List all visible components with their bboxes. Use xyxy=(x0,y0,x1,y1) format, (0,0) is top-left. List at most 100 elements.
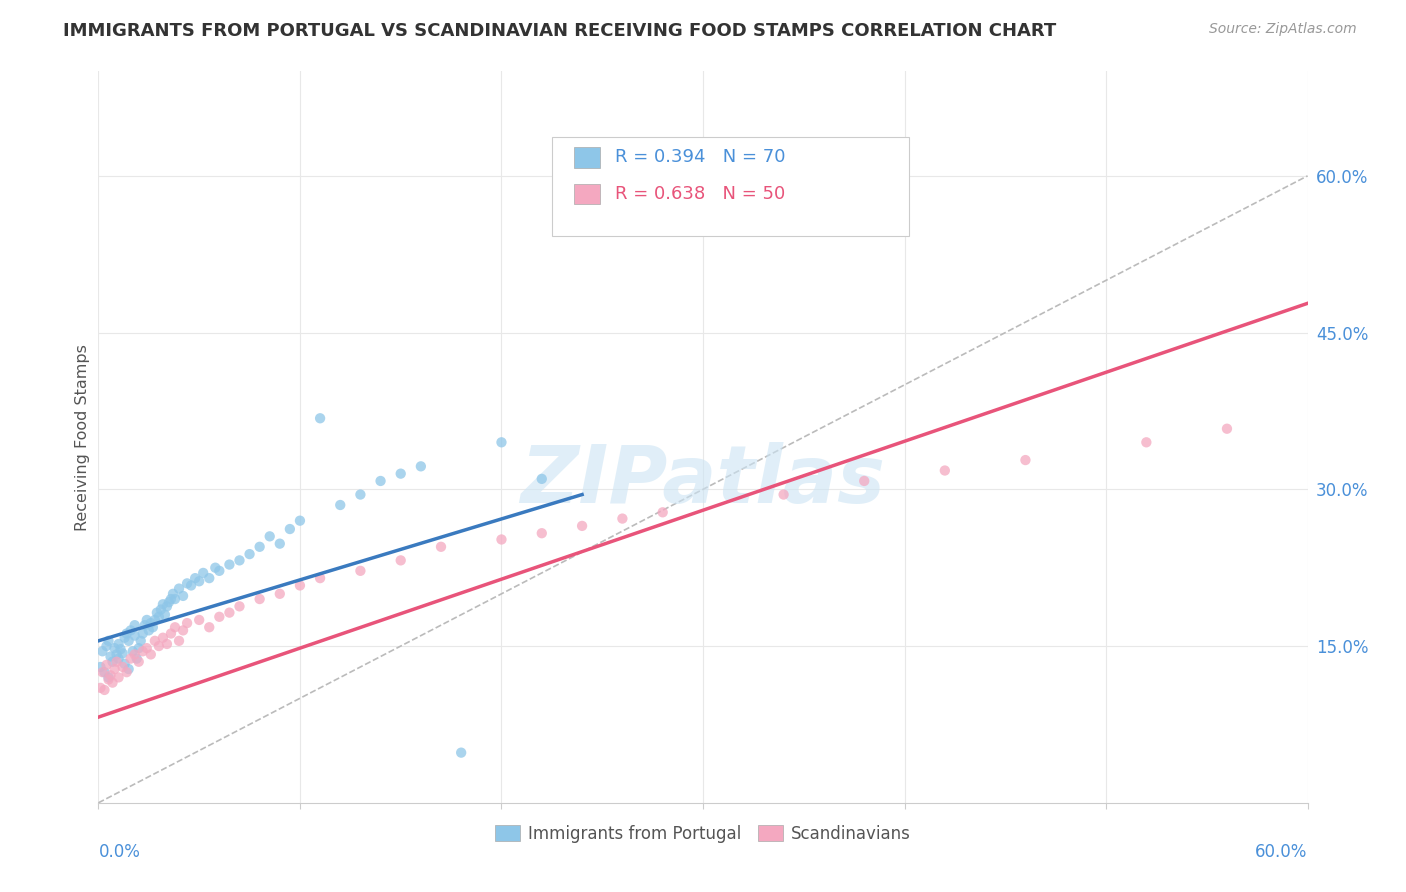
Point xyxy=(288,514,311,528)
Point xyxy=(93,665,115,680)
Point xyxy=(193,566,215,580)
Point xyxy=(134,618,156,632)
Point xyxy=(132,626,155,640)
Point xyxy=(160,626,183,640)
Point xyxy=(103,641,125,656)
Point xyxy=(101,675,124,690)
Point xyxy=(491,533,513,547)
Y-axis label: Receiving Food Stamps: Receiving Food Stamps xyxy=(75,343,90,531)
Point xyxy=(120,651,142,665)
Text: R = 0.394   N = 70: R = 0.394 N = 70 xyxy=(614,148,785,167)
Point xyxy=(115,626,138,640)
Point xyxy=(269,587,291,601)
Point xyxy=(184,571,207,585)
Point xyxy=(450,746,472,760)
Point xyxy=(249,592,271,607)
Point xyxy=(208,564,231,578)
Point xyxy=(176,616,198,631)
Point xyxy=(176,576,198,591)
Point xyxy=(228,553,250,567)
Text: R = 0.638   N = 50: R = 0.638 N = 50 xyxy=(614,185,785,203)
Point xyxy=(103,662,125,676)
Point xyxy=(239,547,262,561)
Point xyxy=(198,620,221,634)
Point xyxy=(152,631,174,645)
Point xyxy=(96,639,118,653)
Point xyxy=(139,616,162,631)
Point xyxy=(188,574,211,589)
Point xyxy=(139,648,162,662)
Point xyxy=(491,435,513,450)
Point xyxy=(288,578,311,592)
Point xyxy=(1216,422,1239,436)
Text: Source: ZipAtlas.com: Source: ZipAtlas.com xyxy=(1209,22,1357,37)
Point xyxy=(218,606,240,620)
Point xyxy=(530,472,553,486)
Point xyxy=(89,681,111,695)
Point xyxy=(389,467,412,481)
Point xyxy=(156,599,179,614)
Point xyxy=(107,651,129,665)
Point xyxy=(105,655,128,669)
Point xyxy=(115,665,138,680)
Point xyxy=(143,613,166,627)
Point xyxy=(124,648,146,662)
Point xyxy=(91,665,114,680)
Point xyxy=(349,564,371,578)
Point xyxy=(167,582,190,596)
Point xyxy=(100,649,122,664)
Point xyxy=(125,651,148,665)
Point xyxy=(163,620,186,634)
Point xyxy=(142,620,165,634)
Point xyxy=(208,609,231,624)
Point xyxy=(153,607,176,622)
Point xyxy=(172,589,194,603)
Point xyxy=(1014,453,1036,467)
Point xyxy=(135,613,157,627)
Point xyxy=(101,655,124,669)
Point xyxy=(114,631,136,645)
Point xyxy=(146,606,169,620)
Point xyxy=(934,463,956,477)
Point xyxy=(329,498,352,512)
Point xyxy=(157,595,180,609)
Point xyxy=(389,553,412,567)
Point xyxy=(111,646,134,660)
Point xyxy=(188,613,211,627)
Point xyxy=(249,540,271,554)
Point xyxy=(128,641,150,656)
Point xyxy=(218,558,240,572)
Point xyxy=(180,578,202,592)
Point xyxy=(204,560,226,574)
Point xyxy=(269,536,291,550)
Point xyxy=(114,657,136,671)
Point xyxy=(152,597,174,611)
Point xyxy=(135,641,157,656)
Point xyxy=(160,592,183,607)
Point xyxy=(93,682,115,697)
Point xyxy=(128,655,150,669)
Point xyxy=(96,657,118,672)
Point xyxy=(148,639,170,653)
Point xyxy=(121,644,143,658)
Point xyxy=(172,624,194,638)
Point xyxy=(129,633,152,648)
Point xyxy=(143,633,166,648)
Point xyxy=(107,670,129,684)
Legend: Immigrants from Portugal, Scandinavians: Immigrants from Portugal, Scandinavians xyxy=(488,818,918,849)
Point xyxy=(370,474,392,488)
Point xyxy=(156,637,179,651)
Point xyxy=(111,660,134,674)
Point xyxy=(259,529,281,543)
Point xyxy=(149,602,172,616)
Point xyxy=(409,459,432,474)
Point xyxy=(124,618,146,632)
Point xyxy=(110,642,132,657)
Point xyxy=(107,637,129,651)
Text: 0.0%: 0.0% xyxy=(98,843,141,861)
Point xyxy=(278,522,301,536)
Point xyxy=(163,592,186,607)
Point xyxy=(100,668,122,682)
Point xyxy=(530,526,553,541)
Text: 60.0%: 60.0% xyxy=(1256,843,1308,861)
